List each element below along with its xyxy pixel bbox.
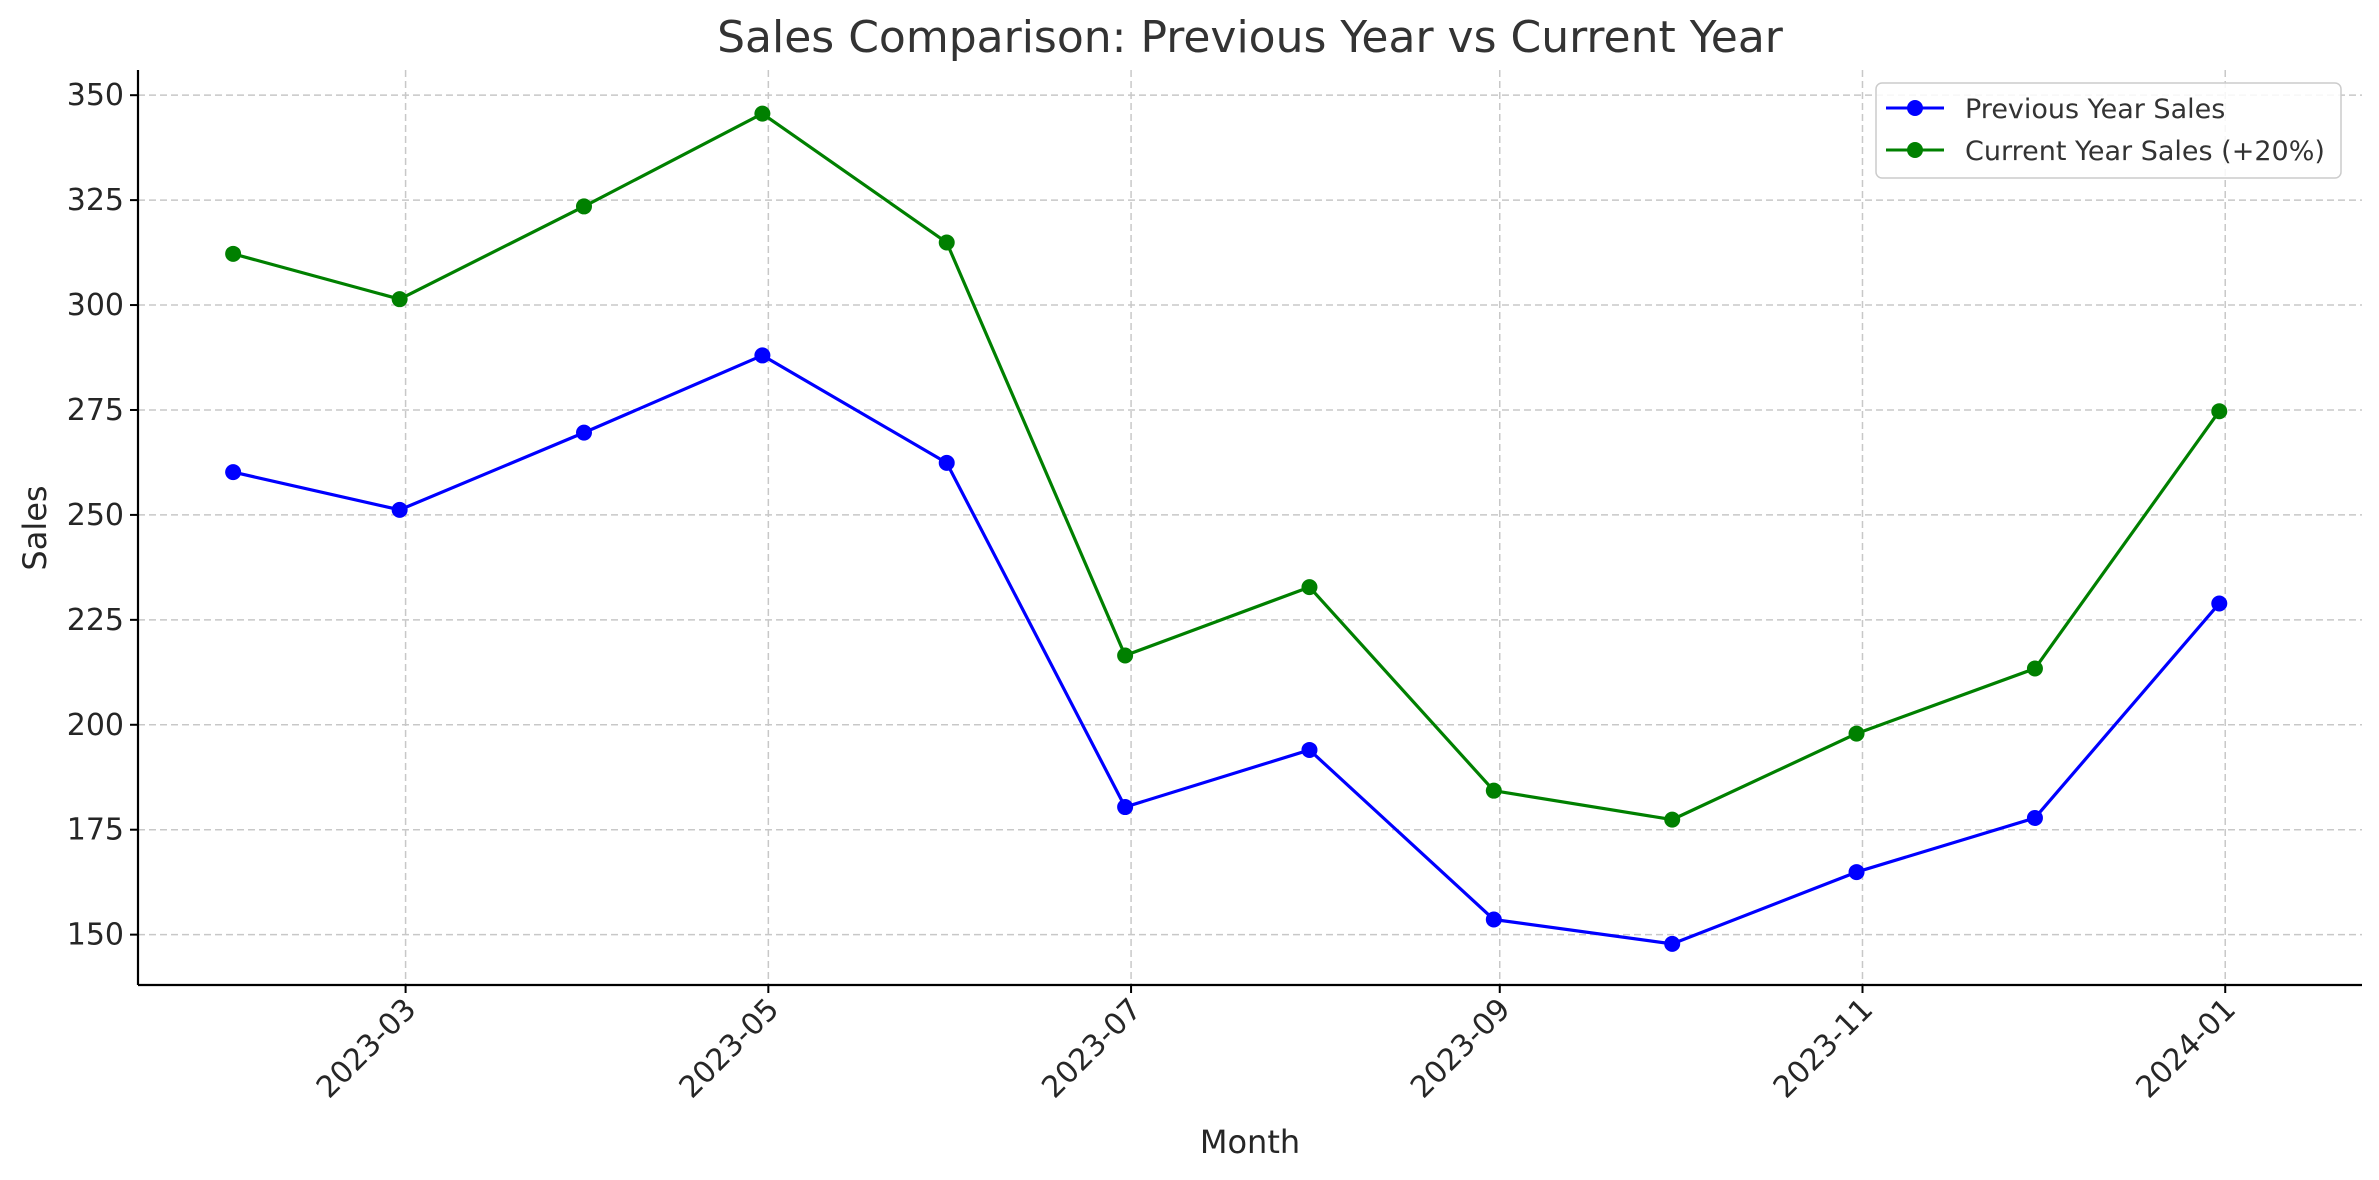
data-point-current-year (754, 105, 771, 122)
tick-labels: 150 175 200 225 250 275 300 325 350 2023-03 2023-0… (67, 78, 2243, 1105)
data-point-current-year (1301, 579, 1318, 596)
axes (136, 70, 2362, 987)
data-point-current-year (225, 245, 242, 262)
data-point-previous-year (575, 424, 592, 441)
x-tick-label: 2024-01 (2129, 992, 2242, 1105)
data-point-current-year (1848, 725, 1865, 742)
data-point-previous-year (391, 501, 408, 518)
legend-label-current: Current Year Sales (+20%) (1965, 136, 2325, 167)
data-point-current-year (938, 234, 955, 251)
data-point-previous-year (754, 347, 771, 364)
legend-marker-current (1907, 142, 1923, 158)
series-line-current-year (232, 112, 2221, 822)
y-axis-title: Sales (16, 485, 54, 570)
x-tick-label: 2023-05 (673, 992, 786, 1105)
y-tick-label: 225 (67, 603, 124, 638)
data-point-current-year (575, 198, 592, 215)
x-tick-label: 2023-03 (310, 992, 423, 1105)
data-point-previous-year (225, 464, 242, 481)
data-point-previous-year (1117, 799, 1134, 816)
x-tick-label: 2023-07 (1035, 992, 1148, 1105)
chart-title: Sales Comparison: Previous Year vs Curre… (717, 12, 1784, 63)
legend: Previous Year Sales Current Year Sales (… (1875, 82, 2342, 179)
data-point-current-year (1485, 782, 1502, 799)
data-point-current-year (2211, 403, 2228, 420)
y-tick-label: 150 (67, 918, 124, 953)
data-point-previous-year (1485, 911, 1502, 928)
y-tick-label: 200 (67, 708, 124, 743)
data-point-previous-year (1301, 741, 1318, 758)
x-tick-label: 2023-09 (1404, 992, 1517, 1105)
x-axis-title: Month (1200, 1123, 1300, 1161)
y-tick-label: 275 (67, 393, 124, 428)
x-tick-label: 2023-11 (1767, 992, 1880, 1105)
series-line-previous-year (232, 353, 2221, 946)
y-tick-label: 325 (67, 183, 124, 218)
data-point-current-year (1664, 811, 1681, 828)
legend-frame (1875, 82, 2342, 179)
grid (138, 70, 2362, 985)
legend-label-previous: Previous Year Sales (1965, 94, 2225, 125)
series-lines (225, 105, 2228, 952)
y-tick-label: 300 (67, 288, 124, 323)
y-tick-label: 175 (67, 813, 124, 848)
data-point-previous-year (1848, 864, 1865, 881)
y-tick-label: 250 (67, 498, 124, 533)
y-tick-label: 350 (67, 78, 124, 113)
legend-marker-previous (1907, 100, 1923, 116)
data-point-previous-year (2211, 595, 2228, 612)
data-point-previous-year (2026, 809, 2043, 826)
data-point-current-year (1117, 647, 1134, 664)
data-point-current-year (2026, 660, 2043, 677)
data-point-previous-year (938, 454, 955, 471)
data-point-current-year (391, 291, 408, 308)
data-point-previous-year (1664, 935, 1681, 952)
